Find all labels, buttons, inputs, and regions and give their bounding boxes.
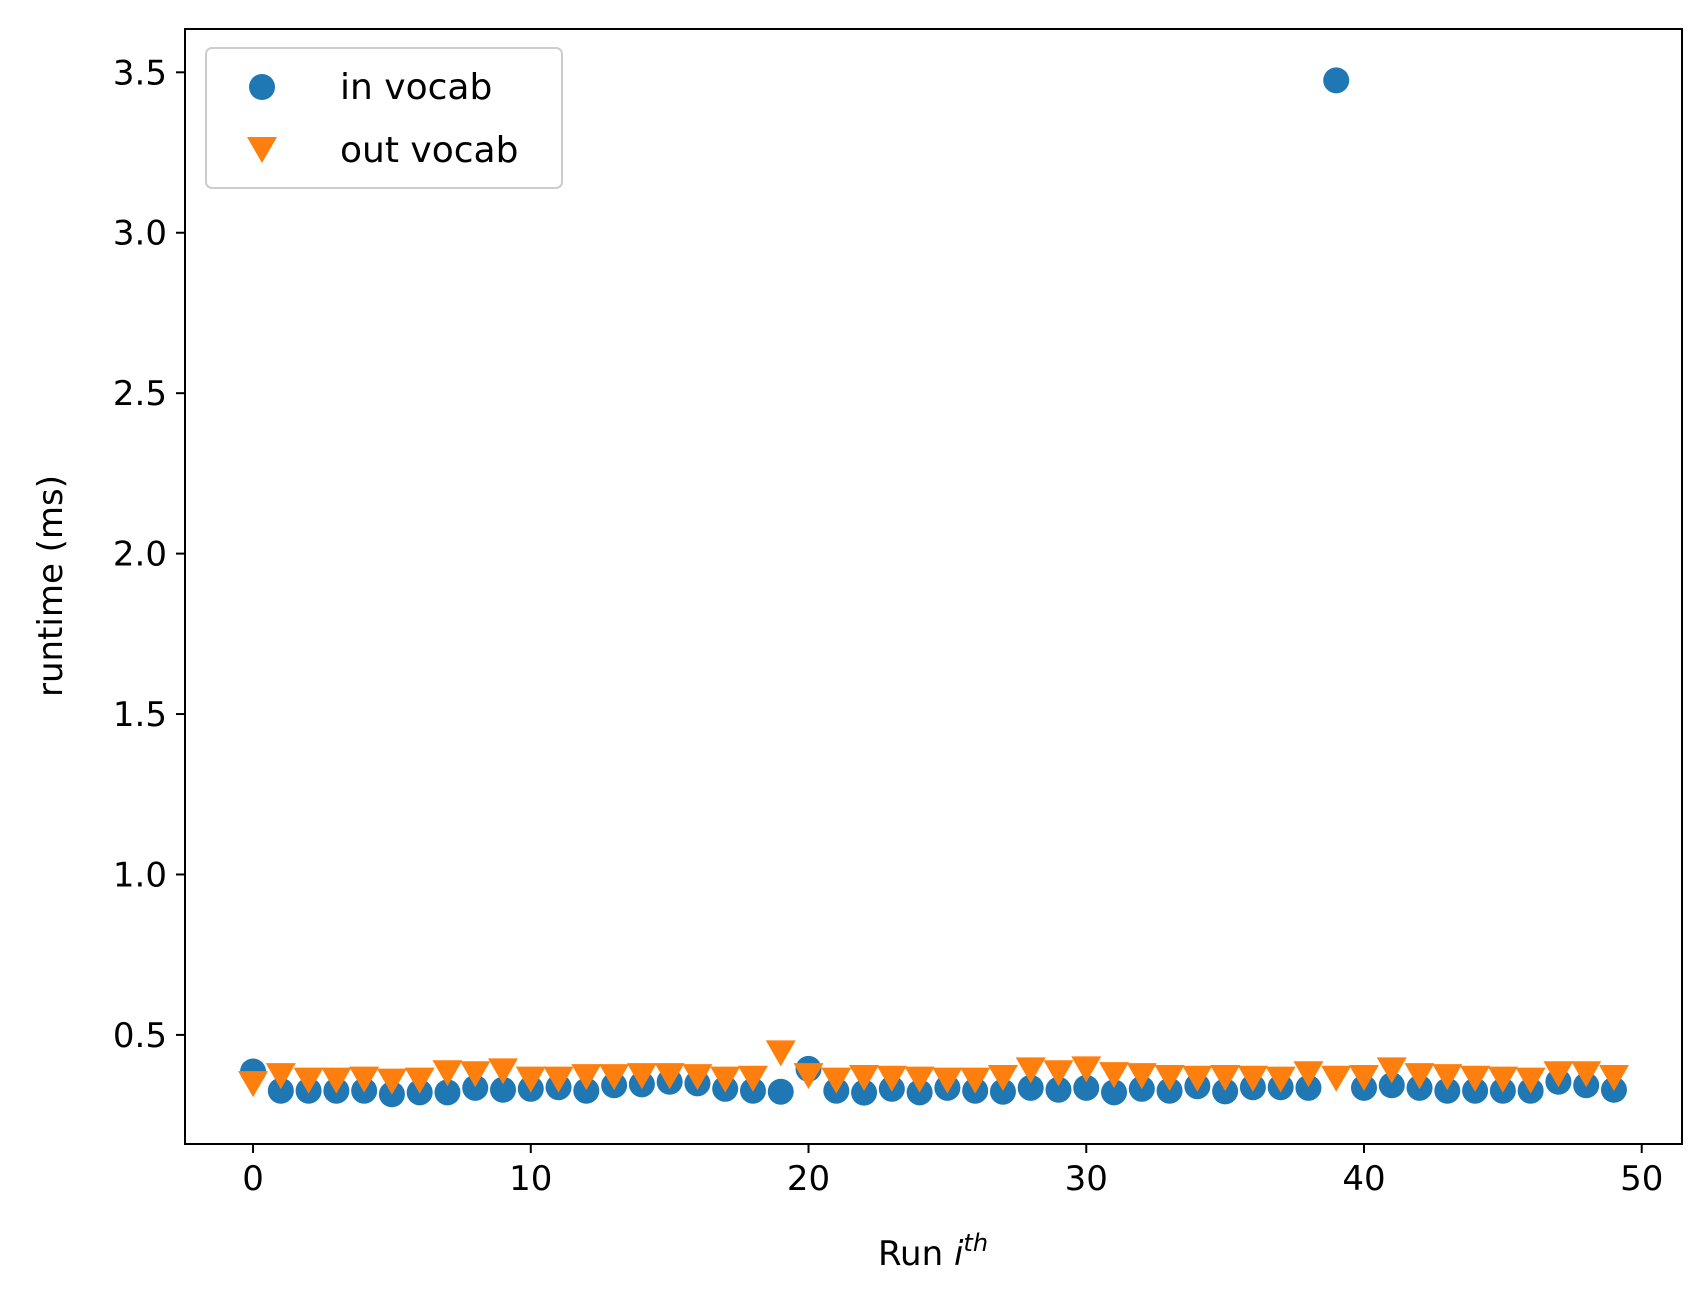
- x-tick-label: 50: [1620, 1159, 1663, 1199]
- legend-marker-out-vocab: [247, 137, 277, 163]
- point-out-vocab: [1598, 1065, 1629, 1092]
- point-out-vocab: [626, 1063, 657, 1090]
- point-out-vocab: [265, 1063, 296, 1090]
- point-out-vocab: [515, 1066, 546, 1093]
- point-out-vocab: [543, 1066, 574, 1093]
- point-out-vocab: [1321, 1065, 1352, 1092]
- point-in-vocab: [851, 1079, 878, 1106]
- point-out-vocab: [904, 1066, 935, 1093]
- legend-label-out-vocab: out vocab: [340, 130, 518, 171]
- point-out-vocab: [404, 1067, 435, 1094]
- x-axis-label-text: Run: [878, 1234, 943, 1274]
- point-out-vocab: [1015, 1057, 1046, 1084]
- point-out-vocab: [238, 1071, 269, 1098]
- point-out-vocab: [960, 1067, 991, 1094]
- y-tick-label: 0.5: [113, 1016, 167, 1056]
- point-in-vocab: [1434, 1077, 1461, 1104]
- point-out-vocab: [1099, 1062, 1130, 1089]
- point-in-vocab: [1378, 1072, 1405, 1099]
- point-out-vocab: [1237, 1065, 1268, 1092]
- point-out-vocab: [1154, 1065, 1185, 1092]
- y-axis-label: runtime (ms): [31, 475, 71, 697]
- point-out-vocab: [821, 1067, 852, 1094]
- point-out-vocab: [1515, 1067, 1546, 1094]
- point-in-vocab: [462, 1074, 489, 1101]
- point-out-vocab: [1543, 1061, 1574, 1088]
- point-in-vocab: [989, 1078, 1016, 1105]
- point-out-vocab: [849, 1065, 880, 1092]
- point-in-vocab: [1212, 1078, 1239, 1105]
- point-in-vocab: [573, 1077, 600, 1104]
- point-out-vocab: [432, 1060, 463, 1087]
- x-axis-label-math: i: [954, 1234, 964, 1274]
- point-out-vocab: [1571, 1061, 1602, 1088]
- point-out-vocab: [1348, 1065, 1379, 1092]
- point-out-vocab: [1293, 1061, 1324, 1088]
- point-in-vocab: [490, 1076, 517, 1103]
- point-in-vocab: [1017, 1074, 1044, 1101]
- point-out-vocab: [571, 1064, 602, 1091]
- y-tick-label: 1.0: [113, 855, 167, 895]
- point-out-vocab: [682, 1064, 713, 1091]
- point-out-vocab: [293, 1067, 324, 1094]
- point-out-vocab: [1210, 1065, 1241, 1092]
- point-out-vocab: [460, 1061, 491, 1088]
- x-tick-label: 30: [1065, 1159, 1108, 1199]
- point-in-vocab: [767, 1078, 794, 1105]
- point-out-vocab: [488, 1058, 519, 1085]
- series-out-vocab: [238, 1040, 1629, 1098]
- point-in-vocab: [1323, 67, 1350, 94]
- x-axis-label: Run ith: [878, 1229, 988, 1274]
- y-tick-label: 2.5: [113, 374, 167, 414]
- point-out-vocab: [1182, 1065, 1213, 1092]
- point-out-vocab: [1432, 1064, 1463, 1091]
- y-tick-label: 3.0: [113, 214, 167, 254]
- point-out-vocab: [376, 1068, 407, 1095]
- plot-frame: [184, 28, 1683, 1145]
- x-tick-label: 0: [242, 1159, 264, 1199]
- point-out-vocab: [765, 1040, 796, 1067]
- point-in-vocab: [1045, 1076, 1072, 1103]
- point-in-vocab: [267, 1077, 294, 1104]
- point-in-vocab: [1295, 1074, 1322, 1101]
- legend-marker-in-vocab: [249, 74, 275, 100]
- y-tick-label: 2.0: [113, 535, 167, 575]
- point-out-vocab: [987, 1065, 1018, 1092]
- point-out-vocab: [1071, 1056, 1102, 1083]
- point-out-vocab: [737, 1065, 768, 1092]
- y-axis: 0.5 1.0 1.5 2.0 2.5 3.0 3.5: [113, 53, 185, 1056]
- point-out-vocab: [932, 1067, 963, 1094]
- legend: in vocab out vocab: [205, 47, 563, 189]
- point-out-vocab: [654, 1063, 685, 1090]
- point-out-vocab: [1265, 1066, 1296, 1093]
- point-out-vocab: [349, 1066, 380, 1093]
- point-out-vocab: [710, 1066, 741, 1093]
- x-axis-label-superscript: th: [963, 1229, 988, 1257]
- point-out-vocab: [1126, 1063, 1157, 1090]
- point-out-vocab: [793, 1063, 824, 1090]
- point-out-vocab: [599, 1064, 630, 1091]
- x-tick-label: 20: [787, 1159, 830, 1199]
- point-out-vocab: [1404, 1063, 1435, 1090]
- point-out-vocab: [1460, 1065, 1491, 1092]
- x-tick-label: 40: [1342, 1159, 1385, 1199]
- x-axis: 0 10 20 30 40 50: [242, 1144, 1663, 1199]
- point-out-vocab: [1376, 1057, 1407, 1084]
- point-out-vocab: [876, 1065, 907, 1092]
- point-in-vocab: [1101, 1079, 1128, 1106]
- y-tick-label: 1.5: [113, 695, 167, 735]
- point-out-vocab: [1487, 1066, 1518, 1093]
- point-in-vocab: [1073, 1074, 1100, 1101]
- point-out-vocab: [321, 1067, 352, 1094]
- legend-label-in-vocab: in vocab: [340, 67, 492, 108]
- point-in-vocab: [434, 1079, 461, 1106]
- x-tick-label: 10: [509, 1159, 552, 1199]
- y-tick-label: 3.5: [113, 53, 167, 93]
- point-out-vocab: [1043, 1060, 1074, 1087]
- legend-box: [205, 47, 563, 189]
